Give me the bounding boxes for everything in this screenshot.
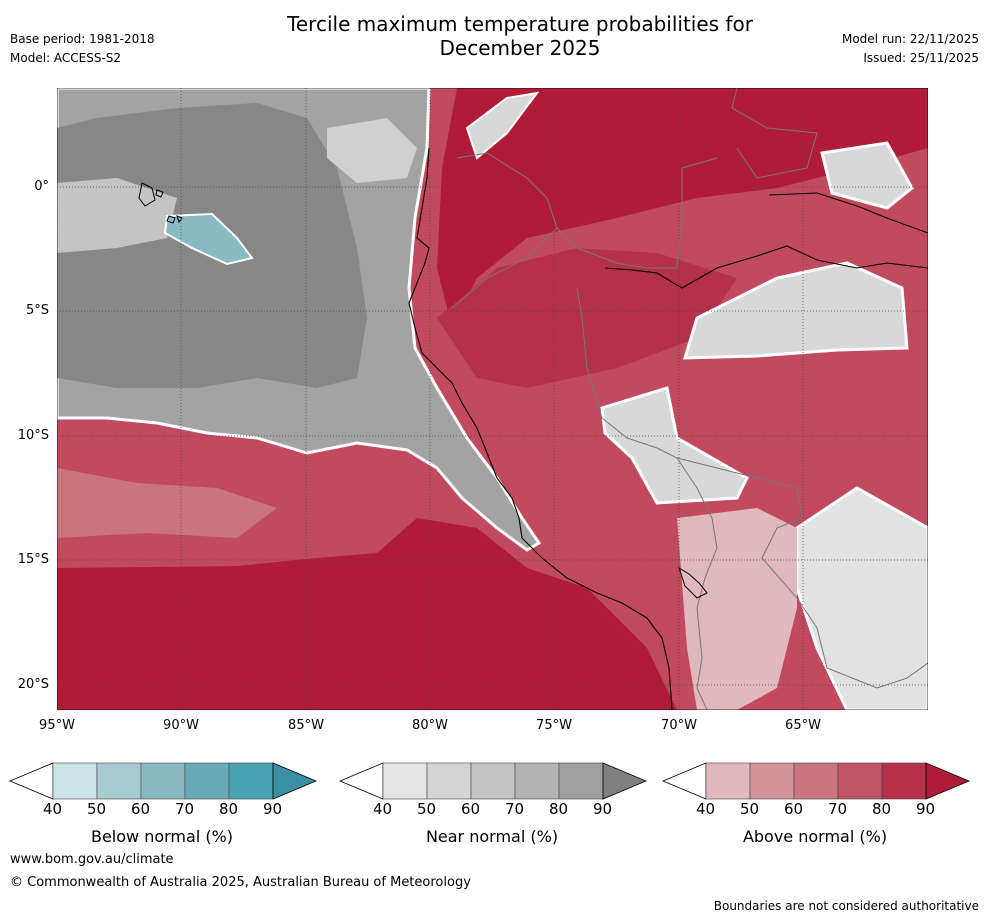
near-swatch-1 — [426, 762, 472, 800]
lat-label-20s: 20°S — [17, 677, 49, 692]
above-swatch-4 — [881, 762, 927, 800]
colorbar-above — [662, 762, 971, 800]
above-swatch-0 — [705, 762, 751, 800]
chart-title: Tercile maximum temperature probabilitie… — [250, 12, 790, 60]
near-arrow-high — [602, 762, 648, 800]
above-normal-deep-south — [57, 518, 677, 710]
lat-label-5s: 5°S — [25, 303, 49, 318]
near-tick-90: 90 — [593, 800, 613, 818]
above-arrow-low — [662, 762, 707, 800]
lon-label-80w: 80°W — [412, 718, 448, 733]
lon-label-70w: 70°W — [661, 718, 697, 733]
coastline — [408, 147, 673, 710]
above-tick-70: 70 — [828, 800, 848, 818]
model-run: Model run: 22/11/2025 — [841, 32, 979, 46]
colorbar-below — [9, 762, 318, 800]
river-upper — [768, 192, 928, 234]
near-normal-light-left — [57, 178, 177, 253]
disclaimer: Boundaries are not considered authoritat… — [713, 899, 979, 913]
below-tick-90: 90 — [263, 800, 283, 818]
galapagos-islands — [138, 182, 183, 224]
below-swatch-2 — [140, 762, 186, 800]
lake-titicaca — [678, 566, 708, 599]
above-swatch-3 — [837, 762, 883, 800]
lat-label-10s: 10°S — [17, 428, 49, 443]
below-swatch-0 — [52, 762, 98, 800]
below-arrow-high — [272, 762, 318, 800]
below-tick-70: 70 — [175, 800, 195, 818]
meta-right: Model run: 22/11/2025 Issued: 25/11/2025 — [842, 31, 979, 69]
near-swatch-2 — [470, 762, 516, 800]
above-normal-central — [437, 248, 737, 388]
title-line-1: Tercile maximum temperature probabilitie… — [287, 12, 753, 36]
above-tick-50: 50 — [740, 800, 760, 818]
near-arrow-low — [339, 762, 384, 800]
above-tick-80: 80 — [872, 800, 892, 818]
model-name: Model: ACCESS-S2 — [10, 51, 122, 65]
above-tick-60: 60 — [784, 800, 804, 818]
website-link[interactable]: www.bom.gov.au/climate — [10, 852, 174, 867]
above-normal-label: Above normal (%) — [742, 827, 888, 846]
lat-label-15s: 15°S — [17, 552, 49, 567]
probability-map — [57, 88, 928, 710]
lon-label-75w: 75°W — [536, 718, 572, 733]
gridlines — [57, 88, 928, 710]
above-normal-light-south-east — [677, 508, 797, 710]
above-normal-light-north-west — [465, 91, 540, 160]
lon-label-85w: 85°W — [288, 718, 324, 733]
below-tick-40: 40 — [43, 800, 63, 818]
above-swatch-1 — [749, 762, 795, 800]
above-arrow-high — [925, 762, 971, 800]
below-tick-80: 80 — [219, 800, 239, 818]
issued-date: Issued: 25/11/2025 — [863, 51, 979, 65]
colorbar-near — [339, 762, 648, 800]
near-normal-light-patch — [327, 118, 417, 183]
lon-label-95w: 95°W — [39, 718, 75, 733]
near-normal-inland-north-east — [820, 141, 914, 210]
above-normal-band-south — [57, 468, 277, 538]
below-swatch-1 — [96, 762, 142, 800]
near-tick-60: 60 — [461, 800, 481, 818]
below-swatch-4 — [228, 762, 274, 800]
below-swatch-3 — [184, 762, 230, 800]
below-tick-50: 50 — [87, 800, 107, 818]
above-swatch-2 — [793, 762, 839, 800]
below-normal-label: Below normal (%) — [90, 827, 234, 846]
below-normal-blob — [163, 212, 254, 266]
below-tick-60: 60 — [131, 800, 151, 818]
near-normal-inland-south-east — [795, 486, 928, 710]
below-arrow-low — [9, 762, 54, 800]
country-borders — [451, 88, 928, 710]
near-swatch-4 — [558, 762, 604, 800]
copyright: © Commonwealth of Australia 2025, Austra… — [10, 875, 471, 890]
near-normal-inland-andes — [600, 386, 749, 505]
near-tick-70: 70 — [505, 800, 525, 818]
near-swatch-0 — [382, 762, 428, 800]
near-tick-80: 80 — [549, 800, 569, 818]
near-tick-40: 40 — [373, 800, 393, 818]
above-normal-deep-north — [437, 88, 928, 328]
near-normal-label: Near normal (%) — [425, 827, 559, 846]
near-tick-50: 50 — [417, 800, 437, 818]
lat-label-0: 0° — [34, 179, 49, 194]
title-line-2: December 2025 — [439, 36, 601, 60]
meta-left: Base period: 1981-2018 Model: ACCESS-S2 — [10, 31, 155, 69]
near-swatch-3 — [514, 762, 560, 800]
lon-label-65w: 65°W — [785, 718, 821, 733]
river — [604, 245, 928, 289]
base-period: Base period: 1981-2018 — [10, 32, 155, 46]
lon-label-90w: 90°W — [163, 718, 199, 733]
near-normal-inland-east — [682, 261, 909, 360]
above-tick-90: 90 — [916, 800, 936, 818]
above-tick-40: 40 — [696, 800, 716, 818]
